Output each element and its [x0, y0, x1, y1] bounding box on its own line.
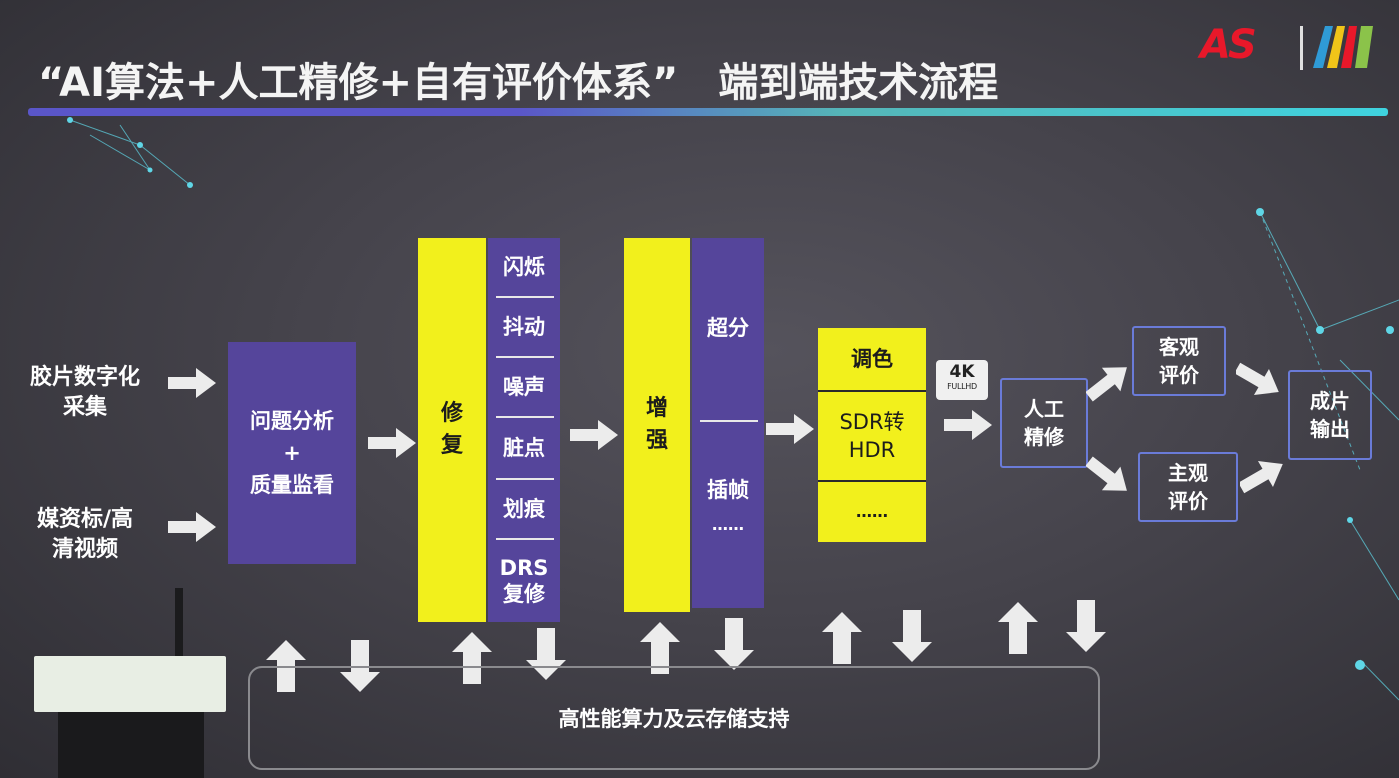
as-logo: AS: [1200, 22, 1257, 68]
analysis-box: 问题分析 + 质量监看: [228, 342, 356, 564]
arrow-up-right-icon: [1086, 367, 1127, 402]
grading-item-more: ……: [856, 502, 888, 521]
divider: [496, 296, 554, 298]
podium: [58, 712, 204, 778]
divider: [496, 478, 554, 480]
divider: [700, 420, 758, 422]
repair-item-scratch: 划痕: [503, 497, 545, 521]
enhance-item-super-resolution: 超分: [707, 316, 749, 340]
title-underline-bar: [28, 108, 1388, 116]
divider: [496, 356, 554, 358]
page-title: “AI算法+人工精修+自有评价体系” 端到端技术流程: [38, 60, 999, 106]
arrow-down-icon: [714, 618, 754, 670]
arrow-up-right-icon: [1240, 461, 1283, 494]
divider: [818, 480, 926, 482]
repair-item-flicker: 闪烁: [503, 255, 545, 279]
arrow-right-icon: [168, 368, 216, 398]
enhance-items-panel: 超分 插帧 ……: [692, 238, 764, 608]
objective-evaluation-box: 客观 评价: [1132, 326, 1226, 396]
4k-fullhd-badge: 4K FULLHD: [936, 360, 988, 400]
divider: [496, 538, 554, 540]
divider: [818, 390, 926, 392]
logo-divider: [1300, 26, 1303, 70]
manual-refinement-box: 人工 精修: [1000, 378, 1088, 468]
repair-item-dirt: 脏点: [503, 436, 545, 460]
source-film-digitization: 胶片数字化 采集: [29, 365, 140, 420]
support-label: 高性能算力及云存储支持: [558, 707, 790, 731]
brand-mark-icon: [1313, 26, 1373, 68]
arrow-right-icon: [944, 410, 992, 440]
arrow-right-icon: [168, 512, 216, 542]
podium-sign: [34, 656, 226, 712]
enhance-item-more: ……: [712, 515, 744, 534]
arrow-right-icon: [368, 428, 416, 458]
arrow-right-icon: [766, 414, 814, 444]
arrow-down-icon: [1066, 600, 1106, 652]
arrow-up-icon: [998, 602, 1038, 654]
grading-item-color: 调色: [851, 347, 893, 371]
enhance-item-frame-interpolation: 插帧: [707, 478, 749, 502]
repair-box: 修复: [418, 238, 486, 622]
arrow-right-icon: [570, 420, 618, 450]
grading-item-sdr-hdr: SDR转HDR: [839, 410, 905, 462]
arrow-down-right-icon: [1086, 456, 1127, 491]
repair-items-panel: 闪烁 抖动 噪声 脏点 划痕 DRS复修: [488, 238, 560, 622]
arrow-up-icon: [640, 622, 680, 674]
arrow-up-icon: [452, 632, 492, 684]
grading-box: 调色 SDR转HDR ……: [818, 328, 926, 542]
repair-item-noise: 噪声: [503, 375, 545, 399]
arrow-down-icon: [892, 610, 932, 662]
arrow-down-right-icon: [1236, 362, 1279, 395]
microphone-icon: [175, 588, 183, 668]
repair-item-jitter: 抖动: [503, 315, 545, 339]
source-media-asset-video: 媒资标/高 清视频: [36, 507, 134, 562]
subjective-evaluation-box: 主观 评价: [1138, 452, 1238, 522]
compute-storage-support-bar: 高性能算力及云存储支持: [248, 666, 1100, 770]
final-output-box: 成片 输出: [1288, 370, 1372, 460]
divider: [496, 416, 554, 418]
repair-item-drs: DRS复修: [499, 556, 549, 606]
arrow-up-icon: [822, 612, 862, 664]
enhance-box: 增强: [624, 238, 690, 612]
